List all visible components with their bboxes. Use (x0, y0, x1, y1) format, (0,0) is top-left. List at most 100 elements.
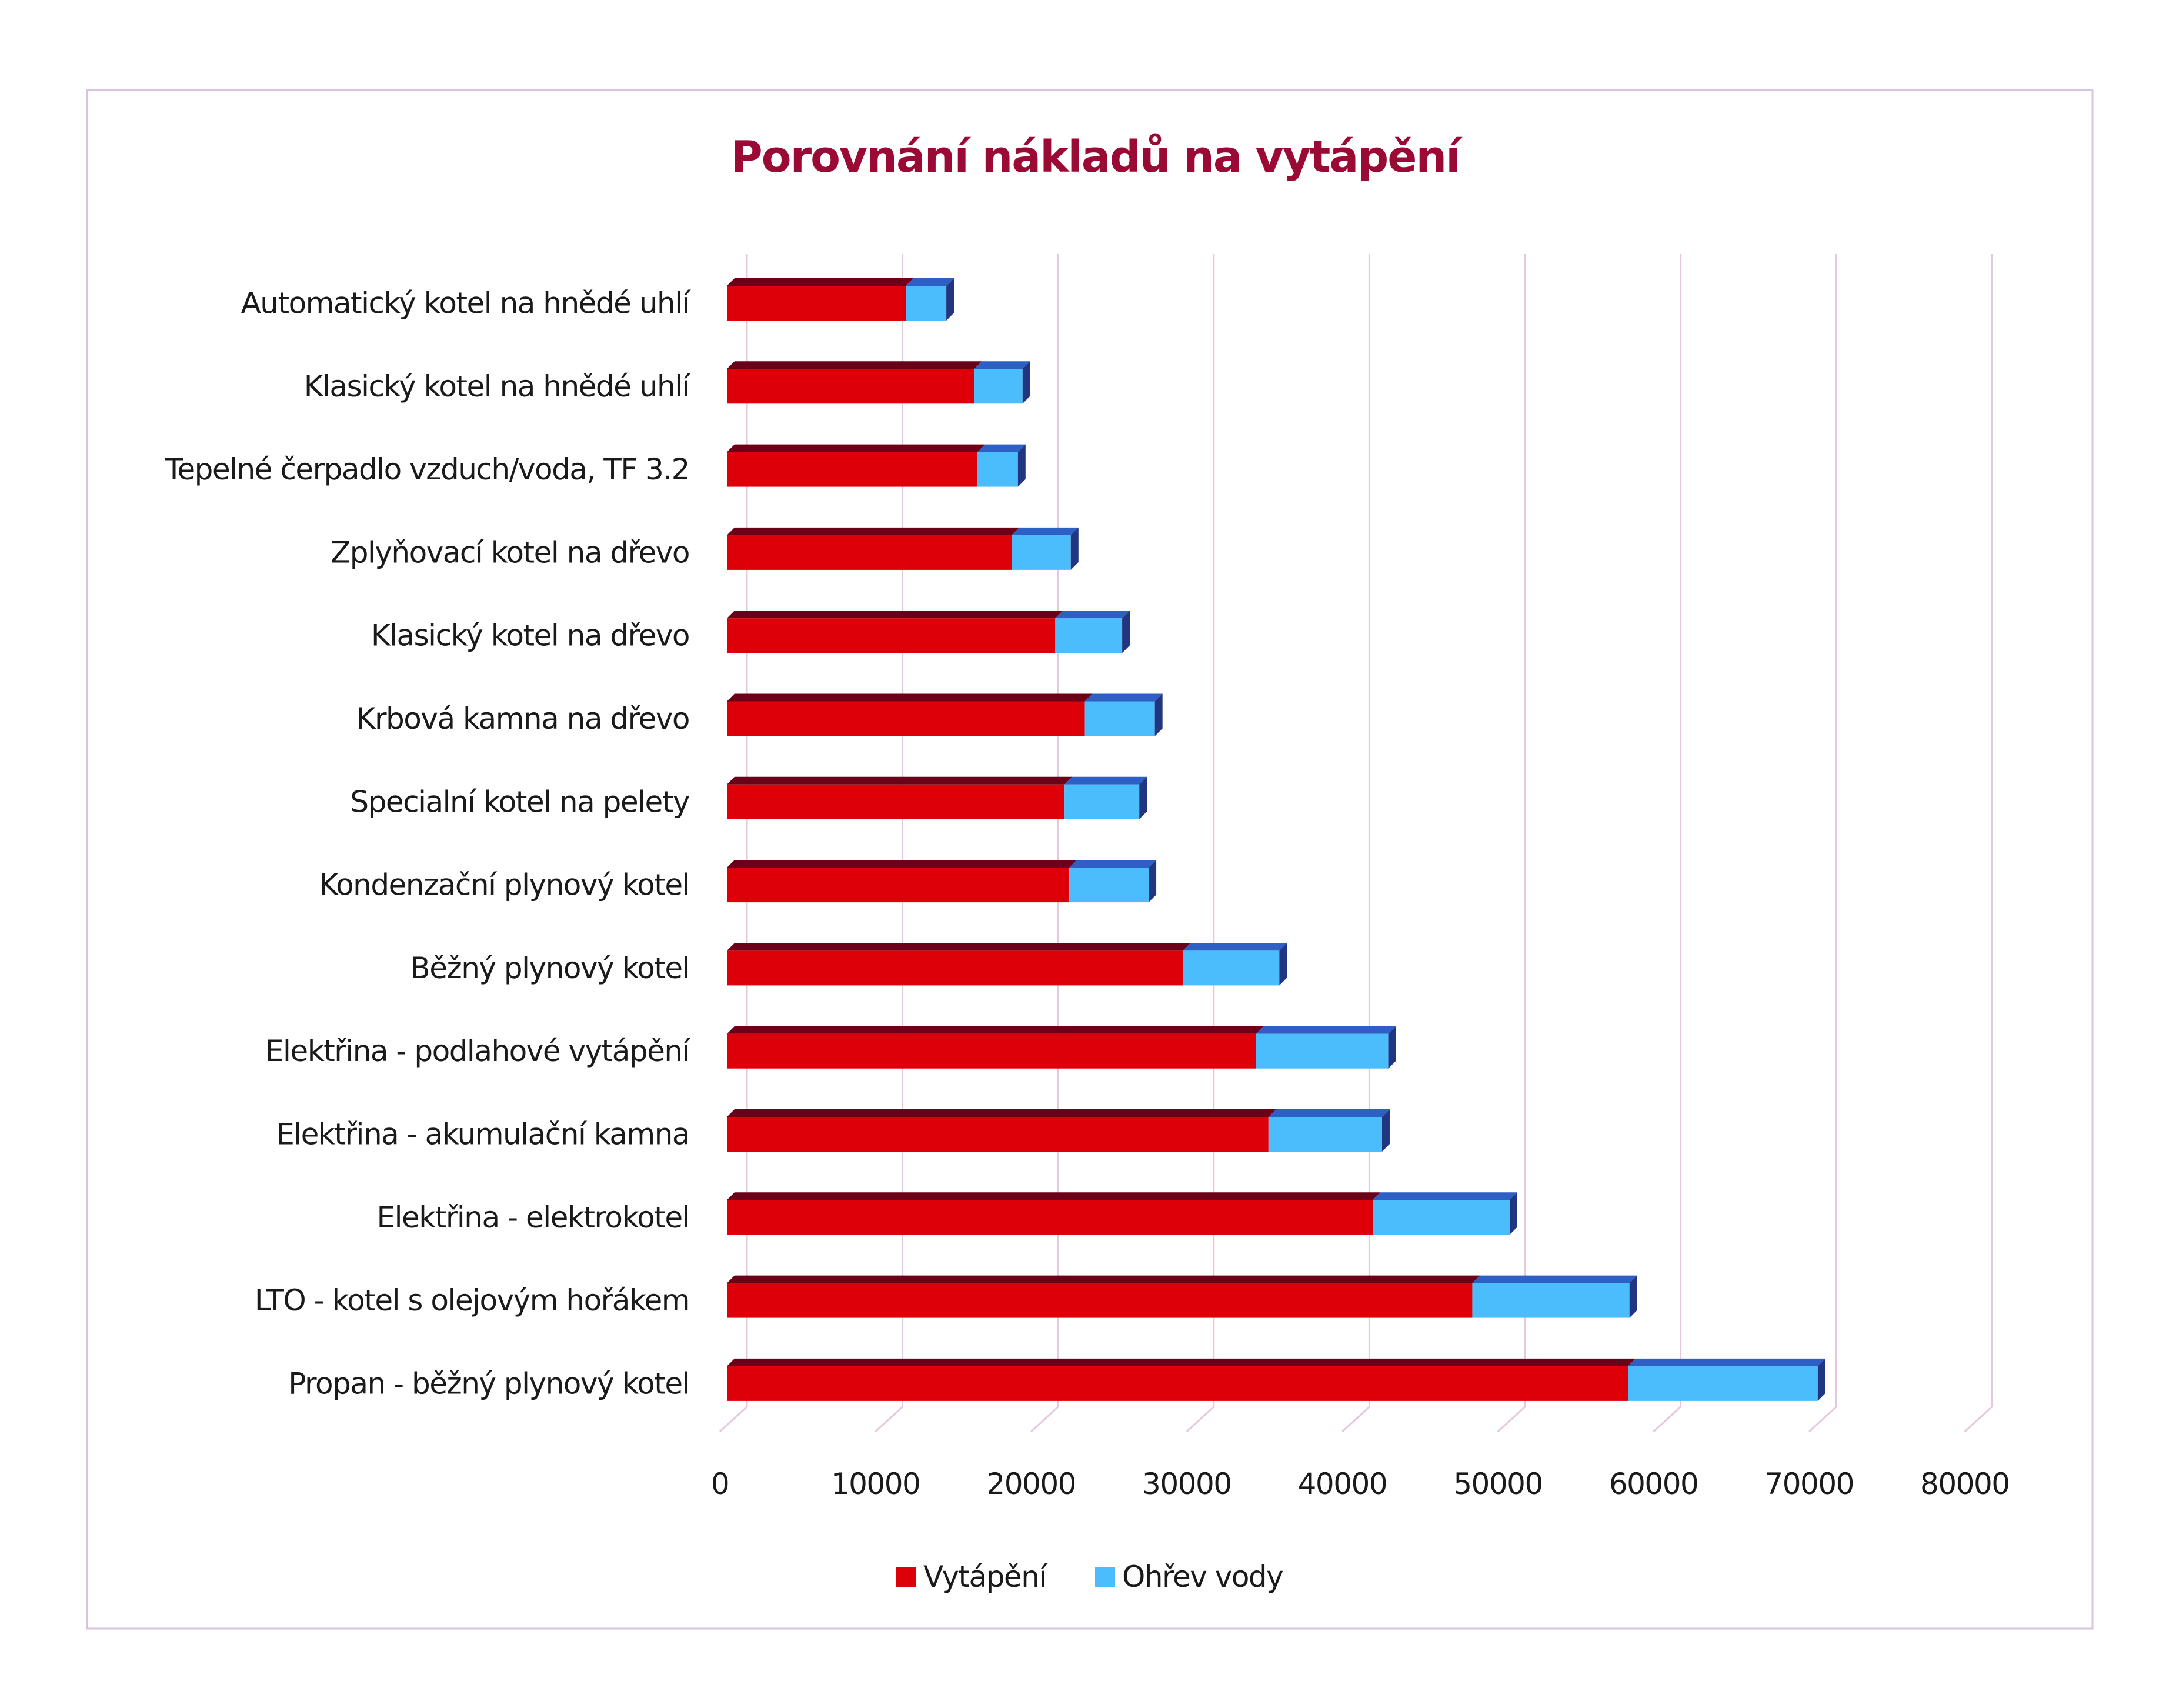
bar-ohrev-vody-lto-kotel-s-olejovym-horakem (1472, 1283, 1630, 1318)
bar-vytapeni-bezny-plynovy-kotel-top (727, 943, 1191, 951)
x-axis-tick-labels: 0 10000 20000 30000 40000 50000 60000 70000 8000… (711, 1467, 2010, 1501)
bar-ohrev-vody-specialni-kotel-na-pelety (1064, 784, 1140, 819)
bar-ohrev-vody-specialni-kotel-na-pelety-side (1139, 776, 1147, 819)
bar-group-klasicky-kotel-na-drevo (727, 611, 1130, 653)
bar-vytapeni-klasicky-kotel-na-hnede-uhli-top (727, 361, 982, 369)
bar-ohrev-vody-propan-bezny-plynovy-kotel (1628, 1366, 1818, 1401)
bar-group-kondenzacni-plynovy-kotel (727, 860, 1157, 903)
bar-vytapeni-klasicky-kotel-na-drevo (727, 618, 1056, 653)
bar-group-lto-kotel-s-olejovym-horakem (727, 1275, 1637, 1318)
bar-ohrev-vody-bezny-plynovy-kotel-top (1183, 943, 1287, 951)
bar-vytapeni-elektrina-elektrokotel-top (727, 1192, 1381, 1200)
tick-label-50000: 50000 (1453, 1467, 1543, 1501)
tick-label-60000: 60000 (1609, 1467, 1698, 1501)
legend-swatch-vytapeni (896, 1567, 916, 1587)
bar-vytapeni-lto-kotel-s-olejovym-horakem (727, 1283, 1473, 1318)
bar-vytapeni-automaticky-kotel-na-hnede-uhli-top (727, 278, 914, 286)
tick-label-40000: 40000 (1298, 1467, 1387, 1501)
bar-ohrev-vody-kondenzacni-plynovy-kotel (1069, 868, 1149, 903)
category-label: Zplyňovací kotel na dřevo (331, 535, 689, 569)
chart-title: Porovnání nákladů na vytápění (731, 132, 1463, 182)
category-labels: Automatický kotel na hnědé uhlí Klasický … (165, 286, 692, 1401)
bar-vytapeni-elektrina-akumulacni-kamna (727, 1117, 1269, 1152)
gridline-10000 (875, 254, 904, 1433)
bar-ohrev-vody-propan-bezny-plynovy-kotel-top (1628, 1358, 1825, 1366)
bar-vytapeni-zplynovaci-kotel-na-drevo (727, 535, 1012, 570)
bar-ohrev-vody-specialni-kotel-na-pelety-top (1064, 776, 1147, 785)
bar-group-elektrina-elektrokotel (727, 1192, 1517, 1235)
tick-label-20000: 20000 (986, 1467, 1076, 1501)
tick-label-30000: 30000 (1142, 1467, 1231, 1501)
bar-ohrev-vody-automaticky-kotel-na-hnede-uhli (906, 286, 947, 321)
bar-ohrev-vody-elektrina-elektrokotel-top (1373, 1192, 1517, 1200)
bar-ohrev-vody-elektrina-podlahove-vytapeni-top (1256, 1026, 1396, 1034)
bar-ohrev-vody-tepelne-cerpadlo-vzduch-voda-tf-3-2 (977, 452, 1018, 487)
bar-group-automaticky-kotel-na-hnede-uhli (727, 278, 954, 321)
bar-ohrev-vody-tepelne-cerpadlo-vzduch-voda-tf-3-2-side (1017, 444, 1026, 487)
bar-vytapeni-krbova-kamna-na-drevo (727, 701, 1085, 736)
bar-vytapeni-klasicky-kotel-na-hnede-uhli (727, 369, 974, 404)
bar-vytapeni-kondenzacni-plynovy-kotel (727, 868, 1070, 903)
gridlines (719, 254, 1993, 1433)
legend: Vytápění Ohřev vody (896, 1560, 1284, 1594)
bar-vytapeni-lto-kotel-s-olejovym-horakem-top (727, 1275, 1480, 1283)
bar-ohrev-vody-elektrina-akumulacni-kamna (1268, 1117, 1382, 1152)
category-label: Běžný plynový kotel (410, 951, 689, 985)
bar-ohrev-vody-zplynovaci-kotel-na-drevo-side (1070, 527, 1079, 570)
bar-vytapeni-kondenzacni-plynovy-kotel-top (727, 860, 1077, 868)
bar-group-krbova-kamna-na-drevo (727, 693, 1163, 736)
bar-ohrev-vody-elektrina-akumulacni-kamna-side (1381, 1109, 1390, 1152)
bar-ohrev-vody-kondenzacni-plynovy-kotel-top (1069, 860, 1157, 868)
bar-ohrev-vody-automaticky-kotel-na-hnede-uhli-top (906, 278, 954, 286)
tick-label-10000: 10000 (831, 1467, 920, 1501)
gridline-40000 (1341, 254, 1370, 1433)
bar-ohrev-vody-klasicky-kotel-na-drevo-side (1122, 611, 1130, 653)
bar-ohrev-vody-elektrina-podlahove-vytapeni (1256, 1033, 1389, 1069)
bar-vytapeni-elektrina-elektrokotel (727, 1200, 1373, 1235)
bar-group-tepelne-cerpadlo-vzduch-voda-tf-3-2 (727, 444, 1026, 487)
bar-group-propan-bezny-plynovy-kotel (727, 1358, 1825, 1401)
chart-frame (86, 89, 2094, 1630)
bar-group-specialni-kotel-na-pelety (727, 776, 1147, 819)
bar-ohrev-vody-klasicky-kotel-na-hnede-uhli-top (974, 361, 1030, 369)
bar-ohrev-vody-tepelne-cerpadlo-vzduch-voda-tf-3-2-top (977, 444, 1026, 452)
bar-ohrev-vody-zplynovaci-kotel-na-drevo (1012, 535, 1071, 570)
bar-vytapeni-specialni-kotel-na-pelety (727, 784, 1065, 819)
tick-label-0: 0 (711, 1467, 729, 1501)
bar-group-elektrina-akumulacni-kamna (727, 1109, 1390, 1152)
category-label: Kondenzační plynový kotel (319, 868, 689, 902)
bar-vytapeni-elektrina-podlahove-vytapeni (727, 1033, 1256, 1069)
bar-vytapeni-propan-bezny-plynovy-kotel (727, 1366, 1628, 1401)
tick-label-80000: 80000 (1920, 1467, 2010, 1501)
gridline-60000 (1653, 254, 1682, 1433)
bar-ohrev-vody-elektrina-podlahove-vytapeni-side (1388, 1026, 1396, 1069)
bar-ohrev-vody-klasicky-kotel-na-hnede-uhli (974, 369, 1023, 404)
bar-ohrev-vody-klasicky-kotel-na-drevo-top (1055, 611, 1130, 619)
category-label: Propan - běžný plynový kotel (288, 1366, 689, 1400)
bar-ohrev-vody-lto-kotel-s-olejovym-horakem-top (1472, 1275, 1637, 1283)
bar-ohrev-vody-krbova-kamna-na-drevo (1084, 701, 1155, 736)
category-label: Elektřina - akumulační kamna (276, 1117, 689, 1152)
category-label: Elektřina - podlahové vytápění (265, 1034, 692, 1068)
bar-ohrev-vody-elektrina-elektrokotel (1373, 1200, 1510, 1235)
category-label: Tepelné čerpadlo vzduch/voda, TF 3.2 (165, 452, 689, 486)
gridline-20000 (1030, 254, 1059, 1433)
gridline-30000 (1186, 254, 1215, 1433)
bar-vytapeni-tepelne-cerpadlo-vzduch-voda-tf-3-2-top (727, 444, 986, 452)
category-label: Krbová kamna na dřevo (356, 702, 689, 736)
bar-ohrev-vody-zplynovaci-kotel-na-drevo-top (1012, 527, 1079, 535)
bar-ohrev-vody-bezny-plynovy-kotel (1183, 950, 1280, 986)
bars (727, 278, 1825, 1401)
gridline-80000 (1964, 254, 1993, 1433)
category-label: Klasický kotel na hnědé uhlí (304, 369, 692, 403)
bar-group-zplynovaci-kotel-na-drevo (727, 527, 1079, 570)
bar-vytapeni-zplynovaci-kotel-na-drevo-top (727, 527, 1020, 535)
legend-swatch-ohrev-vody (1095, 1567, 1115, 1587)
bar-ohrev-vody-propan-bezny-plynovy-kotel-side (1817, 1358, 1825, 1401)
bar-vytapeni-automaticky-kotel-na-hnede-uhli (727, 286, 906, 321)
category-label: Specialní kotel na pelety (350, 785, 690, 819)
legend-label-vytapeni: Vytápění (923, 1560, 1048, 1594)
bar-vytapeni-propan-bezny-plynovy-kotel-top (727, 1358, 1636, 1366)
bar-ohrev-vody-kondenzacni-plynovy-kotel-side (1149, 860, 1157, 903)
